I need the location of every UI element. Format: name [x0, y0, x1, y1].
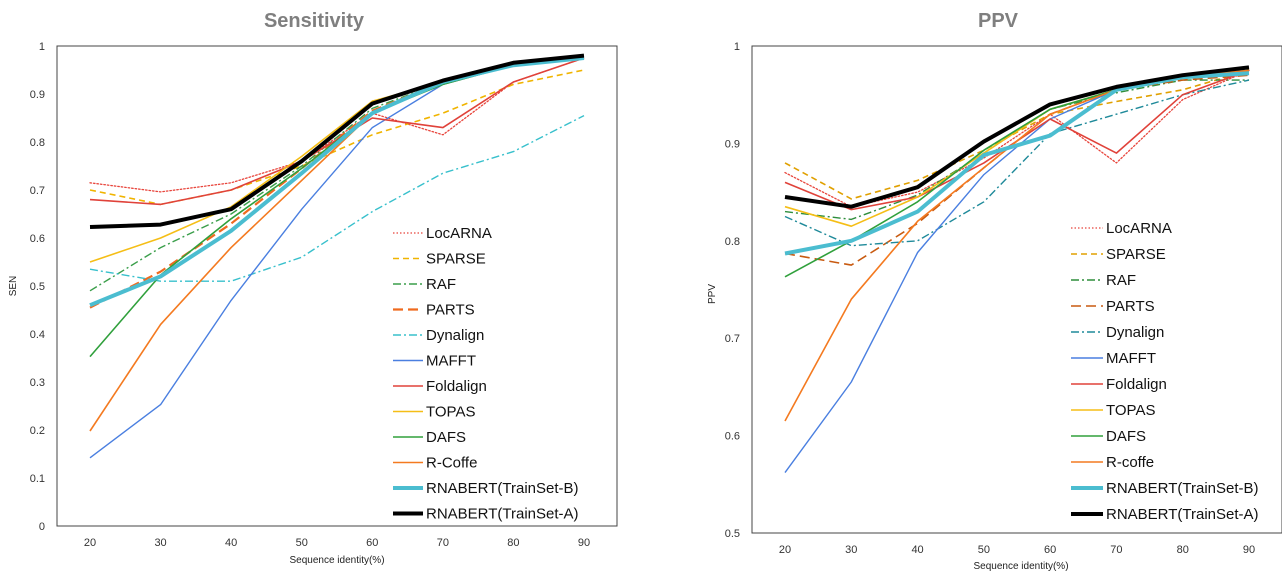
- legend-label: Dynalign: [426, 327, 484, 344]
- x-tick-label: 70: [437, 537, 449, 549]
- x-axis-ticks: 20 30 40 50 60 70 80 90: [84, 537, 590, 549]
- legend-label: LocARNA: [1106, 220, 1172, 237]
- y-tick-label: 0: [39, 521, 45, 533]
- legend-label: Foldalign: [1106, 376, 1167, 393]
- y-tick-label: 0.4: [30, 329, 45, 341]
- x-tick-label: 50: [296, 537, 308, 549]
- x-tick-label: 70: [1110, 544, 1122, 556]
- legend-label: RNABERT(TrainSet-B): [426, 480, 579, 497]
- legend-label: RNABERT(TrainSet-B): [1106, 480, 1259, 497]
- x-tick-label: 30: [845, 544, 857, 556]
- y-tick-label: 1: [39, 41, 45, 53]
- legend-label: SPARSE: [426, 251, 486, 268]
- legend-label: DAFS: [426, 429, 466, 446]
- y-axis-label: SEN: [8, 276, 19, 297]
- y-tick-label: 0.3: [30, 377, 45, 389]
- x-tick-label: 30: [154, 537, 166, 549]
- x-tick-label: 20: [84, 537, 96, 549]
- series-line-sparse: [784, 69, 1250, 200]
- y-tick-label: 0.7: [725, 333, 740, 345]
- x-axis-ticks: 20 30 40 50 60 70 80 90: [779, 544, 1255, 556]
- y-tick-label: 0.6: [725, 431, 740, 443]
- legend-label: TOPAS: [426, 404, 475, 421]
- legend-label: MAFFT: [1106, 350, 1156, 367]
- legend-label: Dynalign: [1106, 324, 1164, 341]
- series-line-raf: [89, 57, 585, 292]
- y-tick-label: 0.7: [30, 185, 45, 197]
- y-tick-label: 0.2: [30, 425, 45, 437]
- y-tick-label: 0.6: [30, 233, 45, 245]
- series-line-dynalign: [784, 79, 1250, 247]
- plot-area: [751, 45, 1282, 534]
- legend-label: PARTS: [1106, 298, 1155, 315]
- legend-label: RAF: [1106, 272, 1136, 289]
- legend-label: MAFFT: [426, 353, 476, 370]
- legend-label: RNABERT(TrainSet-A): [426, 506, 579, 523]
- y-tick-label: 0.9: [30, 89, 45, 101]
- y-tick-label: 0.8: [30, 137, 45, 149]
- x-tick-label: 90: [578, 537, 590, 549]
- series-lines: [784, 65, 1250, 474]
- series-line-dynalign: [89, 114, 585, 282]
- x-axis-label: Sequence identity(%): [973, 561, 1068, 571]
- series-lines: [89, 53, 585, 459]
- legend-label: R-Coffe: [426, 455, 477, 472]
- x-tick-label: 60: [1044, 544, 1056, 556]
- chart-title: Sensitivity: [264, 10, 365, 32]
- legend-label: RNABERT(TrainSet-A): [1106, 506, 1259, 523]
- legend-label: Foldalign: [426, 378, 487, 395]
- ppv-chart: PPV 0.5 0.6 0.7 0.8 0.9 1 20 30 40 50 60 70 80 90 Se…: [707, 10, 1282, 571]
- legend-label: DAFS: [1106, 428, 1146, 445]
- legend-label: TOPAS: [1106, 402, 1155, 419]
- y-tick-label: 0.5: [725, 528, 740, 540]
- series-line-rnabert-trainset-a: [89, 53, 585, 229]
- y-axis-ticks: 0 0.1 0.2 0.3 0.4 0.5 0.6 0.7 0.8 0.9 1: [30, 41, 45, 533]
- series-line-rnabert-trainset-a: [784, 65, 1250, 209]
- y-tick-label: 1: [734, 41, 740, 53]
- y-tick-label: 0.5: [30, 281, 45, 293]
- legend: LocARNA SPARSE RAF PARTS Dynalign MAFFT Foldal…: [393, 225, 579, 523]
- legend-label: SPARSE: [1106, 246, 1166, 263]
- y-tick-label: 0.1: [30, 473, 45, 485]
- chart-title: PPV: [978, 10, 1019, 32]
- x-tick-label: 20: [779, 544, 791, 556]
- x-axis-label: Sequence identity(%): [289, 555, 384, 566]
- x-tick-label: 50: [978, 544, 990, 556]
- legend-label: LocARNA: [426, 225, 492, 242]
- legend: LocARNA SPARSE RAF PARTS Dynalign MAFFT Foldal…: [1071, 220, 1259, 523]
- x-tick-label: 80: [507, 537, 519, 549]
- series-line-foldalign: [89, 57, 585, 206]
- series-line-rnabert-trainset-b: [784, 71, 1250, 256]
- y-tick-label: 0.8: [725, 236, 740, 248]
- y-tick-label: 0.9: [725, 138, 740, 150]
- x-tick-label: 40: [225, 537, 237, 549]
- y-axis-label: PPV: [707, 284, 718, 304]
- x-tick-label: 60: [366, 537, 378, 549]
- x-tick-label: 40: [911, 544, 923, 556]
- x-tick-label: 90: [1243, 544, 1255, 556]
- legend-label: R-coffe: [1106, 454, 1154, 471]
- sensitivity-chart: Sensitivity 0 0.1 0.2 0.3 0.4 0.5 0.6 0.7 0.8 0.9…: [8, 10, 618, 566]
- legend-label: PARTS: [426, 302, 475, 319]
- y-axis-ticks: 0.5 0.6 0.7 0.8 0.9 1: [725, 41, 740, 540]
- series-line-rnabert-trainset-b: [89, 56, 585, 308]
- legend-label: RAF: [426, 276, 456, 293]
- x-tick-label: 80: [1177, 544, 1189, 556]
